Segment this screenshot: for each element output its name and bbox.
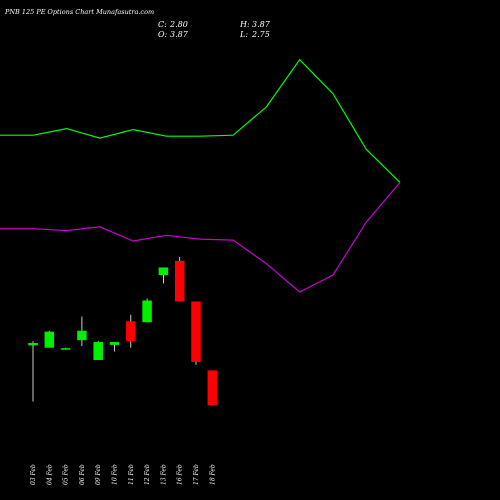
low-label: L: (239, 30, 248, 39)
x-tick-label: 10 Feb (112, 464, 119, 485)
candle-body (44, 331, 55, 348)
candle (142, 298, 152, 323)
x-tick-label: 05 Feb (63, 464, 70, 485)
candle-body (126, 321, 136, 342)
x-tick-label: 06 Feb (79, 464, 86, 485)
x-tick-label: 09 Feb (95, 464, 102, 485)
candle (109, 342, 120, 352)
x-tick-label: 12 Feb (144, 464, 151, 485)
candle (207, 370, 218, 406)
candle (77, 316, 87, 346)
bollinger-bands (0, 58, 401, 293)
candle-body (158, 267, 169, 275)
low-value: 2.75 (251, 30, 270, 39)
open-value: 3.87 (170, 30, 189, 39)
candles-layer (28, 257, 218, 406)
high-value: 3.87 (252, 20, 271, 29)
candle (158, 267, 169, 284)
candle-body (207, 370, 218, 406)
upper-band-line (0, 58, 401, 183)
candle-body (28, 343, 38, 346)
candle-body (93, 342, 103, 360)
candle-body (77, 330, 87, 341)
x-tick-label: 04 Feb (46, 464, 53, 485)
x-tick-label: 13 Feb (160, 464, 167, 485)
chart-title: PNB 125 PE Options Chart Munafasutra.com (4, 8, 154, 16)
candle-body (60, 348, 71, 350)
x-tick-label: 03 Feb (30, 464, 37, 485)
x-tick-label: 17 Feb (193, 464, 200, 485)
x-axis-labels: 03 Feb 04 Feb 05 Feb 06 Feb 09 Feb 10 Feb 11 F… (30, 464, 216, 485)
candle-body (191, 301, 201, 362)
x-tick-label: 18 Feb (209, 464, 216, 485)
lower-band-line (0, 182, 401, 293)
candle-body (174, 260, 185, 302)
candle (126, 314, 136, 348)
candle (44, 330, 55, 348)
x-tick-label: 16 Feb (177, 464, 184, 485)
open-label: O: (158, 30, 168, 39)
candle (28, 341, 38, 402)
close-label: C: (158, 20, 167, 29)
close-value: 2.80 (169, 20, 188, 29)
ohlc-readout: C: 2.80 O: 3.87 H: 3.87 L: 2.75 (158, 20, 271, 39)
candle (60, 347, 71, 350)
candle-body (142, 300, 152, 323)
candle-body (109, 342, 120, 345)
candle (174, 257, 185, 302)
high-label: H: (239, 20, 250, 29)
candle (191, 301, 201, 365)
x-tick-label: 11 Feb (128, 464, 135, 485)
candle (93, 341, 103, 360)
